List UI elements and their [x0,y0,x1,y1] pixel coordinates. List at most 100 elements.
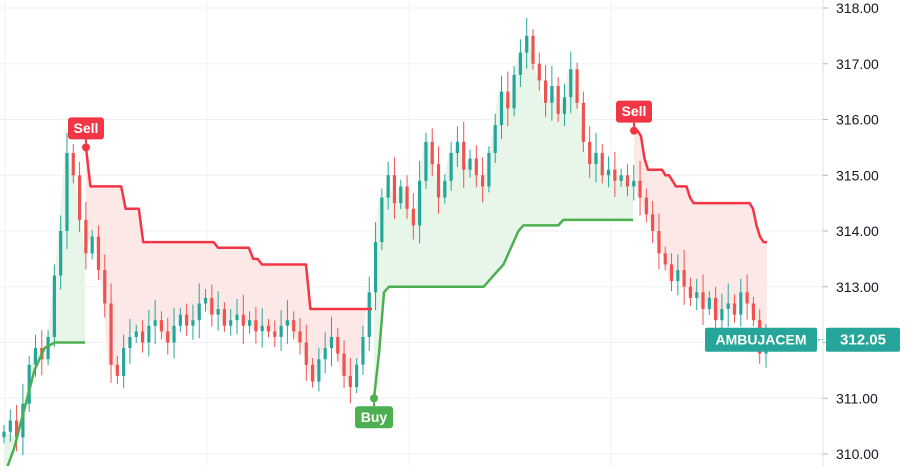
signal-fills [4,35,767,471]
candle-body [27,364,31,404]
candle-body [248,320,252,326]
candle-body [695,292,699,298]
symbol-label: AMBUJACEM [705,327,817,352]
candle-body [436,164,441,198]
candle-body [707,297,711,310]
candle-body [361,336,365,365]
candle-body [506,91,510,109]
price-tick-label: 311.00 [836,390,878,406]
symbol-label-text: AMBUJACEM [716,332,807,348]
candle-body [487,152,491,187]
candle-body [241,314,245,326]
candle-body [96,236,101,271]
candle-body [543,80,548,103]
candle-body [329,336,334,349]
candle-body [525,35,529,53]
candle-body [355,364,359,388]
candle-body [8,420,12,432]
candle-body [153,320,157,326]
candle-body [65,152,69,231]
candle-body [159,320,164,332]
sell-stop-line-1 [84,147,372,311]
candle-body [499,91,504,126]
candle-body [449,152,453,181]
candle-body [751,303,756,321]
candle-body [562,97,567,114]
candle-body [512,74,516,109]
signal-band-fill [634,130,767,354]
price-tick-label: 313.00 [836,279,879,295]
candle-body [581,102,585,142]
candle-body [632,180,636,187]
candle-body [430,141,434,165]
sell-signal-label: Sell [622,103,647,119]
candle-body [185,314,189,326]
candle-body [266,325,271,332]
candle-body [348,375,352,388]
candlesticks [2,18,768,456]
candle-body [33,348,38,365]
candle-body [613,169,617,181]
sell-signal-marker[interactable]: Sell [616,100,652,135]
candle-body [732,303,737,315]
candle-body [90,236,94,254]
candle-body [418,180,422,226]
candle-body [2,431,6,438]
candle-body [134,331,138,337]
candle-body [531,35,535,64]
candle-body [682,270,686,287]
candle-body [462,141,466,170]
buy-signal-marker[interactable]: Buy [355,394,393,429]
candle-body [657,231,661,254]
candle-body [701,292,705,310]
candle-body [342,353,346,376]
price-tick-label: 316.00 [836,112,879,128]
symbol-label-background [705,327,817,352]
price-tick-label: 315.00 [836,167,879,183]
buy-signal-dot [370,394,378,403]
signal-markers[interactable]: Sell Buy Sell [68,100,652,429]
price-axis[interactable]: 310.00311.00312.00313.00314.00315.00316.… [822,0,905,466]
candle-body [399,186,403,204]
candle-body [222,309,227,326]
candle-body [726,303,730,310]
last-price-badge-text: 312.05 [840,332,886,349]
sell-stop-line-2 [634,129,767,244]
candle-body [392,175,397,204]
candle-body [556,86,560,114]
candle-body [203,297,208,304]
candle-body [235,314,239,321]
candle-body [367,292,371,337]
candle-body [745,292,749,304]
candle-body [386,175,390,198]
candle-body [443,180,447,198]
candle-body [216,309,220,315]
candle-body [537,63,541,81]
candle-body [380,197,384,243]
candle-body [720,309,724,321]
candle-body [644,197,648,215]
buy-signal-label: Buy [361,409,388,425]
candle-body [688,286,693,298]
candle-body [77,175,82,220]
candle-body [310,364,315,382]
last-price-badge-background [826,327,900,352]
candle-body [373,242,378,293]
buy-stop-line-initial [4,341,85,471]
candle-body [323,348,327,360]
candle-body [84,219,88,254]
sell-signal-marker[interactable]: Sell [68,117,104,152]
candle-body [279,325,283,337]
candle-body [109,303,113,365]
candle-body [71,152,75,176]
price-tick-label: 314.00 [836,223,879,239]
candle-body [455,141,460,153]
candle-body [46,336,50,360]
candle-body [59,231,63,276]
candle-body [292,320,296,332]
signal-band-fill [86,147,372,388]
candle-body [254,320,258,332]
candle-body [493,125,497,153]
